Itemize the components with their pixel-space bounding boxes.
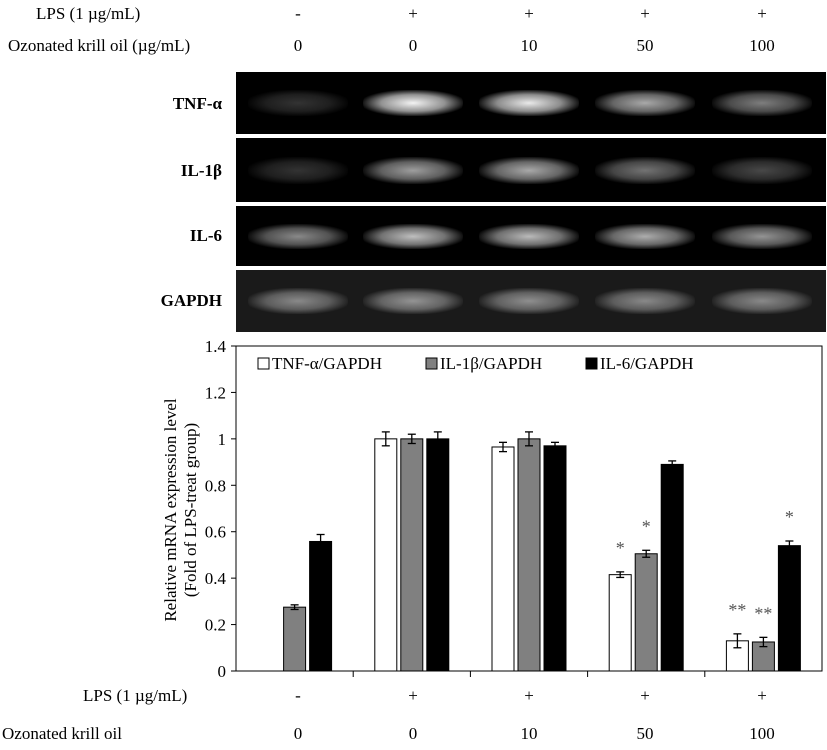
- legend-label: IL-6/GAPDH: [600, 354, 694, 373]
- bar: [426, 438, 450, 672]
- gel-row-il6: [236, 206, 826, 266]
- top-oil-value: 100: [749, 36, 775, 55]
- gel-band: [363, 90, 463, 116]
- chart-bars: **** ***: [283, 431, 801, 672]
- bar: [491, 446, 515, 672]
- y-tick-label: 0.2: [205, 616, 226, 635]
- gel-row-gapdh: [236, 270, 826, 332]
- gel-band: [479, 224, 579, 249]
- gel-band: [712, 224, 812, 249]
- bar: [777, 545, 801, 672]
- top-lps-label: LPS (1 µg/mL): [36, 4, 141, 23]
- gel-band: [712, 157, 812, 184]
- significance-mark: *: [642, 516, 651, 536]
- legend-label: TNF-α/GAPDH: [272, 354, 382, 373]
- bar: [374, 438, 398, 672]
- y-tick-label: 0: [218, 662, 227, 681]
- gel-band: [595, 90, 695, 116]
- bar: [517, 438, 541, 672]
- y-tick-label: 1.4: [205, 337, 227, 356]
- gel-band: [363, 288, 463, 314]
- bottom-oil-value: 50: [636, 724, 654, 743]
- bar: [400, 438, 424, 672]
- top-lps-value: +: [524, 4, 534, 23]
- y-tick-label: 0.8: [205, 476, 226, 495]
- chart-legend: TNF-α/GAPDH IL-1β/GAPDH IL-6/GAPDH: [257, 354, 694, 373]
- bar: [543, 445, 567, 672]
- bottom-lps-label: LPS (1 µg/mL): [83, 686, 188, 705]
- bottom-lps-value: +: [757, 686, 767, 705]
- gel-band: [712, 288, 812, 314]
- bottom-lps-value: +: [524, 686, 534, 705]
- bottom-oil-value: 100: [749, 724, 775, 743]
- gel-band: [248, 224, 348, 249]
- top-lps-value: +: [408, 4, 418, 23]
- bar: [634, 553, 658, 672]
- bar: [309, 540, 333, 672]
- gel-band: [248, 90, 348, 116]
- gel-band: [248, 288, 348, 314]
- bottom-oil-value: 0: [408, 724, 418, 743]
- bottom-oil-value: 10: [520, 724, 538, 743]
- top-oil-value: 0: [293, 36, 303, 55]
- bottom-oil-value: 0: [293, 724, 303, 743]
- legend-label: IL-1β/GAPDH: [440, 354, 542, 373]
- bottom-lps-value: -: [295, 686, 301, 705]
- gel-band: [248, 157, 348, 184]
- y-tick-label: 0.6: [205, 523, 226, 542]
- y-axis-title: Relative mRNA expression level (Fold of L…: [161, 398, 200, 622]
- bar-chart: Relative mRNA expression level (Fold of L…: [161, 337, 823, 681]
- gel-label-il6: IL-6: [189, 226, 222, 245]
- top-lps-value: +: [757, 4, 767, 23]
- gel-row-il1b: [236, 138, 826, 202]
- significance-mark: **: [754, 603, 772, 623]
- significance-mark: *: [785, 507, 794, 527]
- legend-swatch: [257, 357, 270, 370]
- significance-mark: *: [616, 538, 625, 558]
- top-oil-value: 50: [636, 36, 654, 55]
- gel-band: [595, 157, 695, 184]
- gel-label-gapdh: GAPDH: [160, 291, 222, 310]
- significance-mark: **: [728, 600, 746, 620]
- y-tick-label: 0.4: [205, 569, 227, 588]
- legend-swatch: [585, 357, 598, 370]
- gel-band: [363, 224, 463, 249]
- y-axis-title-line1: Relative mRNA expression level: [161, 398, 180, 622]
- top-lps-value: +: [640, 4, 650, 23]
- gel-band: [712, 90, 812, 116]
- bar: [283, 606, 307, 672]
- top-oil-label: Ozonated krill oil (µg/mL): [8, 36, 191, 55]
- bottom-oil-label: Ozonated krill oil: [2, 724, 122, 743]
- gel-band: [479, 90, 579, 116]
- gel-band: [595, 288, 695, 314]
- bottom-lps-value: +: [408, 686, 418, 705]
- gel-band: [479, 288, 579, 314]
- gel-band: [363, 157, 463, 184]
- top-oil-value: 10: [520, 36, 538, 55]
- bar: [660, 463, 684, 672]
- y-tick-label: 1: [218, 430, 227, 449]
- gel-row-tnf: [236, 72, 826, 134]
- y-axis-title-line2: (Fold of LPS-treat group): [181, 423, 200, 597]
- gel-label-tnf: TNF-α: [172, 94, 222, 113]
- legend-swatch: [425, 357, 438, 370]
- top-oil-value: 0: [408, 36, 418, 55]
- y-tick-label: 1.2: [205, 383, 226, 402]
- bottom-lps-value: +: [640, 686, 650, 705]
- gel-band: [595, 224, 695, 249]
- gel-label-il1b: IL-1β: [180, 161, 222, 180]
- bar: [608, 574, 632, 672]
- top-lps-value: -: [295, 4, 301, 23]
- gel-band: [479, 157, 579, 184]
